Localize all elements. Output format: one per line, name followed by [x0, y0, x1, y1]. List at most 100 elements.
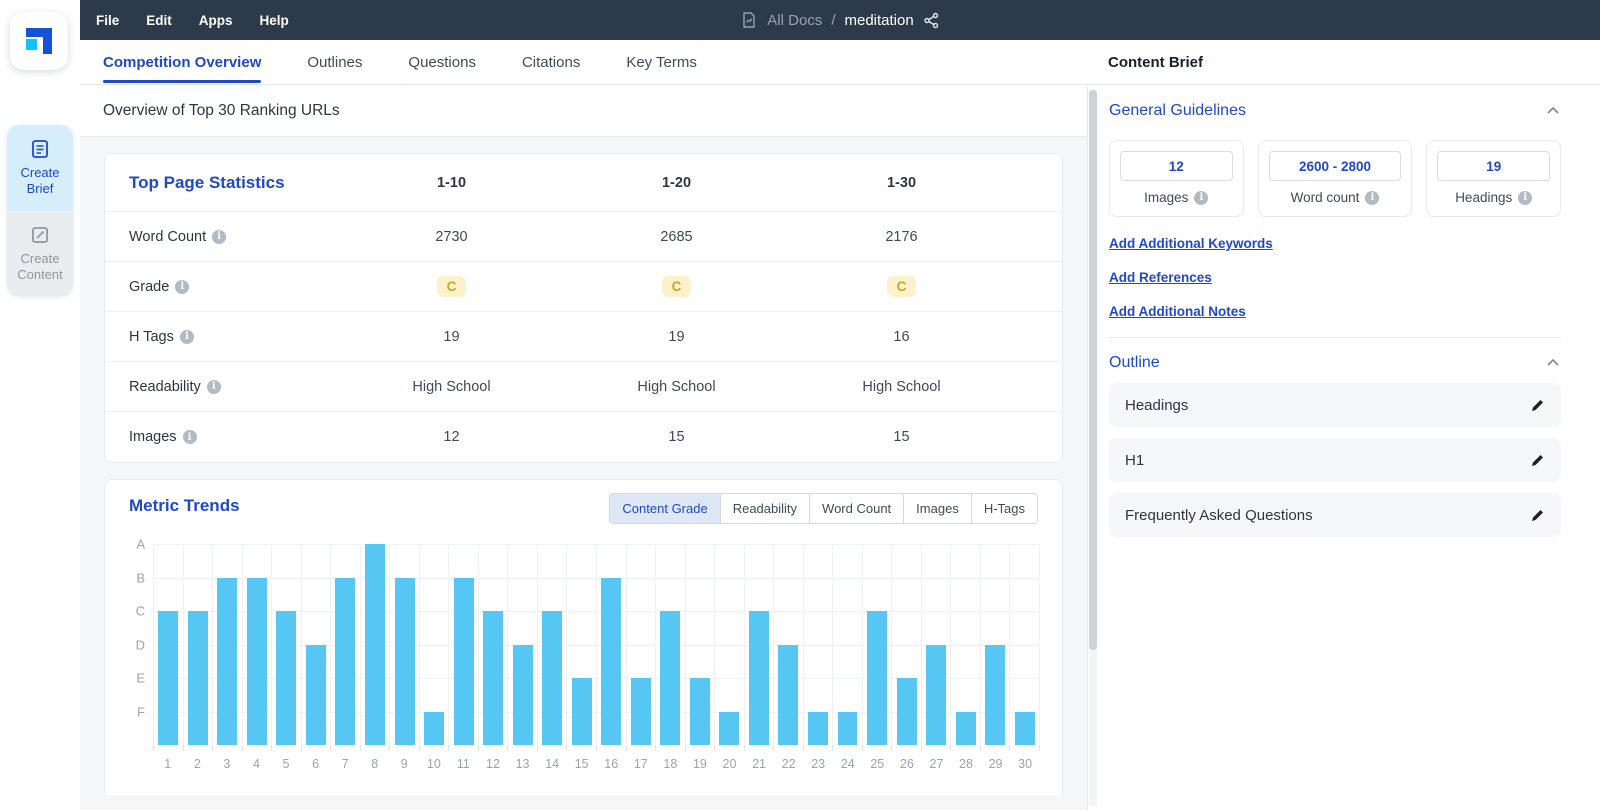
x-label-24: 24 — [840, 757, 855, 771]
x-tick — [479, 745, 509, 751]
bar-slot — [774, 544, 804, 745]
metric-trends-title: Metric Trends — [129, 496, 240, 515]
share-icon[interactable] — [923, 12, 940, 29]
grade-bar-7 — [335, 577, 356, 745]
tab-key-terms[interactable]: Key Terms — [626, 54, 697, 71]
images-1-10: 12 — [443, 429, 460, 445]
x-label-16: 16 — [604, 757, 619, 771]
left-rail: Create Brief Create Content — [0, 0, 80, 810]
x-tick — [243, 745, 273, 751]
tab-questions[interactable]: Questions — [408, 54, 476, 71]
bar-slot — [213, 544, 243, 745]
create-brief-label: Create Brief — [20, 165, 60, 197]
breadcrumb-all-docs[interactable]: All Docs — [767, 11, 823, 29]
tab-citations[interactable]: Citations — [521, 54, 581, 71]
table-row-h-tags: H Tags i 19 19 16 — [105, 312, 1062, 362]
x-tick — [863, 745, 893, 751]
breadcrumb-doc-name: meditation — [844, 11, 914, 29]
chevron-up-icon[interactable] — [1545, 103, 1561, 119]
headings-target-field[interactable]: 19 — [1437, 151, 1550, 181]
row-label-grade: Grade — [129, 278, 170, 295]
bar-slot — [331, 544, 361, 745]
grade-chart-xlabels: 1 2 3 4 5 6 7 8 9 10 11 12 13 14 15 16 17 18 19 20 21 22 23 24 2… — [153, 751, 1040, 785]
menu-file[interactable]: File — [96, 12, 120, 28]
grade-bar-12 — [483, 611, 504, 745]
edit-pencil-icon[interactable] — [1530, 453, 1545, 468]
images-target-label: Images — [1144, 190, 1189, 205]
divider — [1109, 337, 1561, 338]
x-tick — [656, 745, 686, 751]
x-label-8: 8 — [371, 757, 379, 771]
info-icon[interactable]: i — [1194, 190, 1209, 205]
chevron-up-icon[interactable] — [1545, 355, 1561, 371]
edit-pencil-icon[interactable] — [1530, 508, 1545, 523]
bar-slot — [184, 544, 214, 745]
outline-item-h1[interactable]: H1 — [1109, 438, 1561, 482]
images-1-20: 15 — [668, 429, 685, 445]
menu-help[interactable]: Help — [259, 12, 289, 28]
panel-scrollbar-thumb[interactable] — [1089, 90, 1097, 650]
row-label-readability: Readability — [129, 378, 201, 395]
content-brief-title: Content Brief — [1108, 54, 1203, 71]
x-label-19: 19 — [692, 757, 707, 771]
x-tick — [892, 745, 922, 751]
info-icon[interactable]: i — [206, 379, 221, 394]
x-label-18: 18 — [663, 757, 678, 771]
x-tick — [154, 745, 184, 751]
guideline-cards: 12 Images i 2600 - 2800 Word count i 19 He… — [1109, 140, 1561, 217]
metric-button-readability[interactable]: Readability — [719, 493, 811, 524]
word-count-target-field[interactable]: 2600 - 2800 — [1268, 151, 1402, 181]
x-label-26: 26 — [899, 757, 914, 771]
word-count-1-30: 2176 — [885, 228, 918, 245]
x-label-21: 21 — [752, 757, 766, 771]
metric-button-word-count[interactable]: Word Count — [809, 493, 905, 524]
stats-header-row: Top Page Statistics 1-10 1-20 1-30 — [105, 154, 1062, 212]
x-label-4: 4 — [252, 757, 260, 771]
x-tick — [922, 745, 952, 751]
edit-pencil-icon[interactable] — [1530, 398, 1545, 413]
add-additional-keywords-link[interactable]: Add Additional Keywords — [1109, 236, 1273, 251]
row-label-word-count: Word Count — [129, 228, 207, 245]
x-label-7: 7 — [341, 757, 349, 771]
outline-title: Outline — [1109, 354, 1160, 371]
y-tick-C: C — [135, 603, 145, 619]
info-icon[interactable]: i — [1365, 190, 1380, 205]
images-target-field[interactable]: 12 — [1120, 151, 1233, 181]
add-references-link[interactable]: Add References — [1109, 270, 1212, 285]
x-label-17: 17 — [633, 757, 648, 771]
grade-bar-21 — [748, 611, 769, 745]
tab-competition-overview[interactable]: Competition Overview — [103, 40, 262, 85]
x-tick — [361, 745, 391, 751]
metric-button-images[interactable]: Images — [903, 493, 972, 524]
info-icon[interactable]: i — [212, 229, 227, 244]
x-tick — [449, 745, 479, 751]
y-tick-F: F — [137, 704, 145, 719]
menu-apps[interactable]: Apps — [198, 12, 233, 28]
grade-bar-3 — [217, 577, 238, 745]
add-additional-notes-link[interactable]: Add Additional Notes — [1109, 304, 1246, 319]
metric-button-content-grade[interactable]: Content Grade — [609, 493, 721, 524]
x-label-3: 3 — [223, 757, 231, 771]
main-content: Overview of Top 30 Ranking URLs Top Page… — [80, 86, 1087, 810]
x-tick — [597, 745, 627, 751]
x-label-10: 10 — [426, 757, 441, 771]
bar-slot — [951, 544, 981, 745]
tab-outlines[interactable]: Outlines — [307, 54, 363, 71]
info-icon[interactable]: i — [1518, 190, 1533, 205]
gridline-F — [154, 711, 1040, 713]
top-navbar: File Edit Apps Help All Docs / meditatio… — [80, 0, 1600, 40]
grade-badge-1-10: C — [436, 276, 467, 297]
bar-slot — [361, 544, 391, 745]
create-brief-button[interactable]: Create Brief — [7, 125, 73, 211]
info-icon[interactable]: i — [182, 430, 197, 444]
bar-slot — [745, 544, 775, 745]
word-count-target-label: Word count — [1290, 190, 1360, 205]
outline-item-headings[interactable]: Headings — [1109, 383, 1561, 427]
info-icon[interactable]: i — [179, 329, 194, 344]
frase-logo[interactable] — [10, 12, 68, 70]
metric-button-h-tags[interactable]: H-Tags — [970, 493, 1038, 524]
info-icon[interactable]: i — [175, 279, 190, 294]
menu-edit[interactable]: Edit — [146, 12, 172, 28]
outline-item-faq[interactable]: Frequently Asked Questions — [1109, 493, 1561, 537]
create-content-button[interactable]: Create Content — [7, 210, 73, 296]
